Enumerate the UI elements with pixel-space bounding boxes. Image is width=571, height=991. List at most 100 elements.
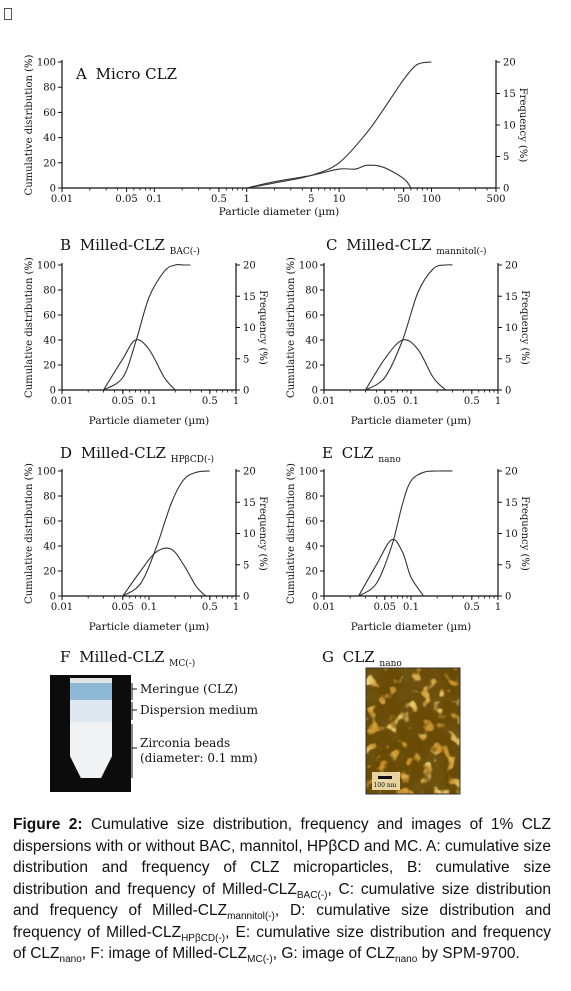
caption-text-4: , E: cumulative size distribution and fr… [13, 923, 552, 963]
cumulative-distribution-line [246, 61, 432, 189]
x-tick-label: 0.5 [202, 602, 218, 613]
caption-sub-3: HPβCD(-) [181, 932, 226, 944]
y-tick-label: 100 [299, 261, 318, 272]
missing-glyph-icon [4, 8, 12, 20]
y-axis-title-left: Cumulative distribution (%) [24, 54, 35, 195]
cumulative-distribution-line [365, 264, 453, 391]
panel-d-name: Milled-CLZ [81, 444, 166, 462]
y-axis-title-right: Frequency (%) [519, 496, 530, 571]
y-axis-title-right: Frequency (%) [517, 88, 528, 163]
x-tick-label: 0.05 [374, 602, 396, 613]
x-tick-label: 1 [233, 602, 239, 613]
x-tick-label: 0.1 [141, 396, 157, 407]
y-tick-label: 80 [305, 286, 318, 297]
chart-panels: 0.01 0.05 0.1 0.5 1 5 10 50 100 50002040608010005… [24, 54, 530, 633]
x-tick-label: 10 [333, 194, 346, 205]
y2-tick-label: 0 [505, 592, 511, 603]
y-tick-label: 40 [43, 542, 56, 553]
x-tick-label: 0.05 [374, 396, 396, 407]
x-tick-label: 0.05 [115, 194, 137, 205]
y-tick-label: 40 [305, 336, 318, 347]
y2-tick-label: 10 [505, 529, 518, 540]
photo-callouts: Meringue (CLZ) Dispersion medium Zirconi… [131, 682, 259, 778]
y2-tick-label: 0 [243, 592, 249, 603]
y2-tick-label: 20 [505, 467, 518, 478]
y2-tick-label: 15 [243, 498, 256, 509]
chart-a: 0.01 0.05 0.1 0.5 1 5 10 50 100 50002040608010005… [24, 54, 528, 218]
cumulative-distribution-line [358, 470, 453, 597]
frequency-line [358, 538, 425, 597]
caption-sub-5: MC(-) [247, 954, 273, 966]
caption-sub-6: nano [395, 954, 418, 966]
x-tick-label: 1 [233, 396, 239, 407]
y2-tick-label: 0 [243, 386, 249, 397]
panel-c-title: C Milled-CLZ mannitol(-) [326, 236, 487, 257]
cumulative-distribution-line [103, 264, 191, 391]
panel-g-subscript: nano [379, 659, 401, 669]
scale-bar-label: 100 nm [374, 782, 397, 789]
x-tick-label: 0.01 [51, 194, 73, 205]
label-dispersion-medium: Dispersion medium [140, 703, 259, 717]
y-tick-label: 60 [43, 311, 56, 322]
y-tick-label: 60 [305, 311, 318, 322]
x-tick-label: 0.05 [112, 396, 134, 407]
panel-a-letter: A [75, 65, 87, 83]
y-tick-label: 100 [37, 467, 56, 478]
y-tick-label: 80 [43, 83, 56, 94]
y-tick-label: 100 [37, 58, 56, 69]
panel-d-letter: D [60, 444, 72, 462]
panel-f-letter: F [60, 648, 70, 666]
label-zirconia-beads: Zirconia beads [140, 736, 230, 750]
y-tick-label: 0 [50, 386, 56, 397]
y-axis-title-right: Frequency (%) [257, 496, 268, 571]
scale-bar [378, 776, 392, 779]
afm-image: 100 nm [365, 667, 461, 795]
y2-tick-label: 15 [503, 89, 516, 100]
x-tick-label: 0.1 [403, 396, 419, 407]
x-tick-label: 0.5 [211, 194, 227, 205]
dispersion-medium-layer [70, 700, 112, 722]
chart-c: 0.01 0.05 0.1 0.5 102040608010005101520Cumul… [286, 257, 530, 427]
y2-tick-label: 5 [503, 152, 509, 163]
chart-b: 0.01 0.05 0.1 0.5 102040608010005101520Cumul… [24, 257, 268, 427]
x-tick-label: 0.5 [464, 602, 480, 613]
y-tick-label: 80 [43, 286, 56, 297]
chart-d: 0.01 0.05 0.1 0.5 102040608010005101520Cumul… [24, 463, 268, 633]
figure-2: A Micro CLZ B Milled-CLZ BAC(-) C Milled… [24, 54, 530, 795]
y-tick-label: 20 [305, 361, 318, 372]
y2-tick-label: 20 [505, 261, 518, 272]
caption-sub-4: nano [59, 954, 82, 966]
panel-b-subscript: BAC(-) [170, 246, 200, 257]
x-axis-title: Particle diameter (µm) [219, 206, 340, 218]
x-axis-title: Particle diameter (µm) [351, 415, 472, 427]
x-tick-label: 1 [495, 602, 501, 613]
x-tick-label: 0.01 [313, 602, 335, 613]
y2-tick-label: 0 [503, 184, 509, 195]
tube-photo [50, 675, 131, 792]
x-tick-label: 0.05 [112, 602, 134, 613]
y-axis-title-left: Cumulative distribution (%) [286, 257, 297, 398]
tube-rim [70, 678, 112, 683]
panel-b-letter: B [60, 236, 71, 254]
y2-tick-label: 15 [243, 292, 256, 303]
label-bead-diameter: (diameter: 0.1 mm) [140, 751, 258, 765]
y-tick-label: 100 [299, 467, 318, 478]
panel-e-subscript: nano [378, 455, 400, 465]
y2-tick-label: 5 [243, 560, 249, 571]
frequency-line [103, 339, 176, 391]
figure-caption: Figure 2: Cumulative size distribution, … [13, 814, 551, 965]
y-axis-title-left: Cumulative distribution (%) [24, 463, 35, 604]
x-tick-label: 1 [244, 194, 250, 205]
y-tick-label: 0 [312, 592, 318, 603]
panel-b-title: B Milled-CLZ BAC(-) [60, 236, 200, 257]
panel-f-title: F Milled-CLZ MC(-) [60, 648, 195, 669]
x-tick-label: 100 [422, 194, 441, 205]
meringue-layer [70, 682, 112, 702]
x-tick-label: 0.01 [51, 396, 73, 407]
y-axis-title-right: Frequency (%) [519, 290, 530, 365]
zirconia-beads-layer [70, 722, 112, 778]
y2-tick-label: 15 [505, 292, 518, 303]
panel-a-name: Micro CLZ [96, 65, 177, 83]
caption-sub-2: mannitol(-) [227, 911, 275, 923]
panel-c-subscript: mannitol(-) [436, 246, 486, 257]
